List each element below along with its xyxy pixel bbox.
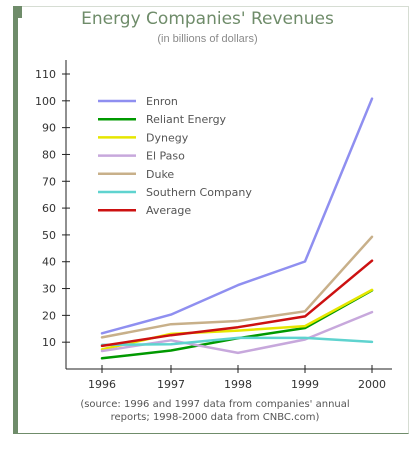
legend-label: Enron — [146, 95, 178, 108]
legend-label: Southern Company — [146, 186, 252, 199]
y-tick-label: 50 — [42, 229, 56, 242]
y-tick-label: 100 — [35, 95, 56, 108]
source-note-line2: reports; 1998-2000 data from CNBC.com) — [110, 412, 320, 423]
legend-label: Reliant Energy — [146, 113, 227, 126]
corner-accent — [13, 6, 22, 18]
chart-legend: Enron Reliant Energy Dynegy El Paso Duke Sout… — [98, 95, 252, 217]
source-note: (source: 1996 and 1997 data from compani… — [40, 398, 390, 424]
x-tick-label: 2000 — [358, 378, 386, 391]
x-tick-label: 1997 — [157, 378, 185, 391]
y-tick-label: 10 — [42, 336, 56, 349]
y-tick-label: 30 — [42, 283, 56, 296]
y-tick-label: 20 — [42, 309, 56, 322]
series-line-average — [100, 259, 374, 348]
chart-series — [100, 97, 374, 360]
series-line-enron — [100, 97, 374, 335]
y-tick-label: 70 — [42, 175, 56, 188]
y-tick-label: 110 — [35, 68, 56, 81]
legend-label: El Paso — [146, 150, 185, 163]
source-note-line1: (source: 1996 and 1997 data from compani… — [80, 399, 350, 410]
chart-panel — [13, 6, 409, 434]
series-line-duke — [100, 235, 374, 339]
x-tick-label: 1996 — [88, 378, 116, 391]
series-line-reliant-energy — [100, 289, 374, 360]
x-tick-label: 1998 — [224, 378, 252, 391]
y-tick-label: 90 — [42, 122, 56, 135]
y-tick-label: 40 — [42, 256, 56, 269]
x-tick-label: 1999 — [291, 378, 319, 391]
series-line-el-paso — [100, 310, 374, 355]
chart-title: Energy Companies' Revenues — [81, 9, 334, 29]
series-line-southern-company — [100, 336, 374, 347]
legend-label: Duke — [146, 168, 174, 181]
y-tick-label: 60 — [42, 202, 56, 215]
y-tick-label: 80 — [42, 148, 56, 161]
legend-label: Dynegy — [146, 131, 189, 144]
legend-label: Average — [146, 204, 191, 217]
chart-subtitle: (in billions of dollars) — [157, 33, 258, 45]
chart-axes: 10 20 30 40 50 60 70 80 90 100 110 1996 1997 1998 1999… — [35, 60, 392, 391]
